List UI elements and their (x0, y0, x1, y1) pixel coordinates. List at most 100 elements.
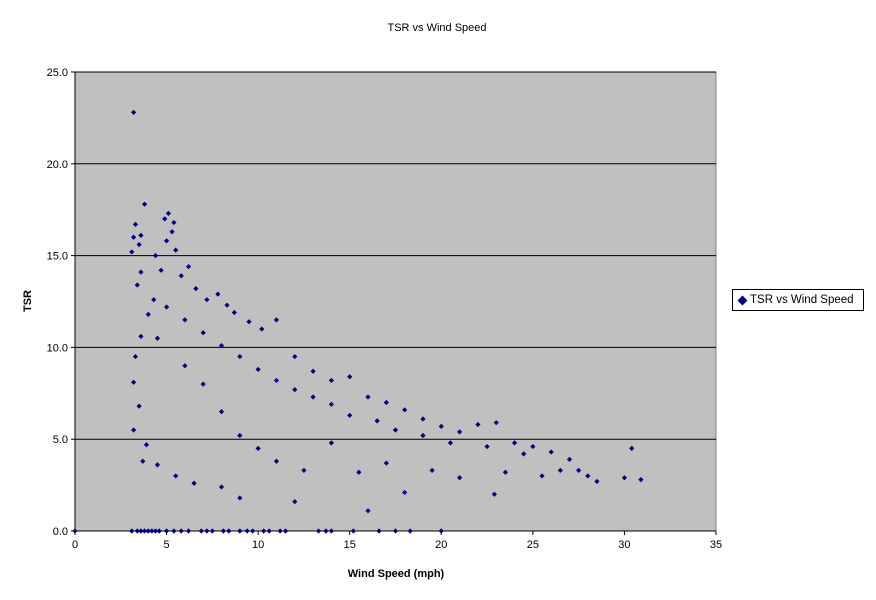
data-point (392, 427, 399, 433)
data-point (356, 469, 362, 475)
data-point (182, 363, 188, 369)
data-point (182, 317, 188, 323)
data-point (493, 420, 499, 426)
data-point (138, 232, 144, 239)
data-point (447, 440, 454, 446)
data-point (165, 210, 172, 216)
data-point (204, 297, 210, 303)
data-point (310, 368, 316, 374)
plot-area (74, 71, 717, 532)
data-point (173, 473, 179, 479)
data-point (131, 109, 137, 115)
data-point (250, 528, 256, 534)
data-point (621, 475, 628, 481)
data-point (323, 528, 329, 534)
data-point (154, 462, 161, 468)
data-point (224, 302, 230, 308)
data-point (259, 326, 265, 332)
data-point (209, 528, 215, 534)
data-point (255, 366, 261, 373)
legend: TSR vs Wind Speed (732, 289, 864, 311)
data-point (185, 264, 192, 270)
data-point (200, 381, 206, 387)
data-point (273, 377, 280, 384)
data-point (171, 528, 177, 534)
data-point (283, 528, 289, 534)
data-point (141, 201, 148, 207)
data-point (237, 495, 243, 501)
x-tick-label: 10 (252, 539, 264, 551)
data-point (328, 528, 334, 534)
data-point (429, 467, 435, 474)
data-point (200, 330, 206, 336)
data-point (218, 484, 225, 490)
data-point (138, 269, 144, 275)
data-point (273, 458, 280, 464)
data-point (237, 353, 243, 360)
data-point (173, 247, 179, 253)
x-tick-label: 15 (344, 539, 356, 551)
data-point (392, 528, 399, 534)
x-tick-label: 25 (527, 539, 539, 551)
data-point (328, 440, 334, 446)
data-point (132, 353, 139, 360)
data-point (557, 467, 563, 474)
data-point (585, 473, 591, 479)
data-point (193, 286, 199, 292)
data-point (457, 429, 463, 435)
data-point (365, 508, 371, 514)
data-point (292, 499, 298, 505)
data-point (129, 528, 135, 534)
data-points (72, 109, 644, 534)
data-point (255, 445, 261, 451)
data-point (420, 432, 426, 439)
data-point (178, 528, 184, 534)
data-point (374, 418, 380, 424)
data-point (149, 528, 155, 534)
data-point (521, 451, 527, 457)
data-point (140, 458, 146, 464)
y-axis: 0.0 5.0 10.0 15.0 20.0 25.0 (47, 67, 76, 538)
data-point (328, 401, 334, 407)
data-point (407, 528, 413, 534)
x-axis: 0 5 10 15 20 25 30 35 (72, 530, 722, 551)
data-point (185, 528, 192, 534)
data-point (438, 528, 444, 534)
data-point (502, 469, 508, 475)
data-point (511, 440, 518, 446)
data-point (220, 528, 226, 534)
data-point (143, 442, 150, 448)
data-point (163, 304, 170, 310)
data-point (231, 309, 237, 316)
data-point (145, 311, 151, 317)
data-point (198, 528, 204, 534)
data-point (156, 528, 162, 534)
data-point (152, 528, 159, 534)
data-point (218, 409, 225, 415)
data-point (141, 528, 148, 534)
data-point (594, 478, 600, 485)
x-tick-label: 30 (618, 539, 630, 551)
y-tick-label: 25.0 (47, 67, 68, 79)
y-tick-label: 20.0 (47, 159, 68, 171)
data-point (132, 221, 139, 227)
data-point (154, 335, 161, 341)
data-point (204, 528, 210, 534)
data-point (145, 528, 151, 534)
data-point (350, 528, 356, 534)
x-tick-label: 20 (435, 539, 447, 551)
data-point (162, 216, 168, 222)
data-point (383, 399, 389, 406)
y-tick-label: 15.0 (47, 251, 68, 263)
legend-label: TSR vs Wind Speed (750, 294, 854, 306)
data-point (261, 528, 267, 534)
data-point (484, 443, 490, 450)
data-point (629, 445, 635, 451)
data-point (420, 416, 426, 422)
data-point (376, 528, 382, 534)
data-point (402, 489, 408, 496)
y-tick-label: 0.0 (53, 526, 68, 538)
data-point (138, 333, 144, 339)
data-point (138, 528, 144, 534)
